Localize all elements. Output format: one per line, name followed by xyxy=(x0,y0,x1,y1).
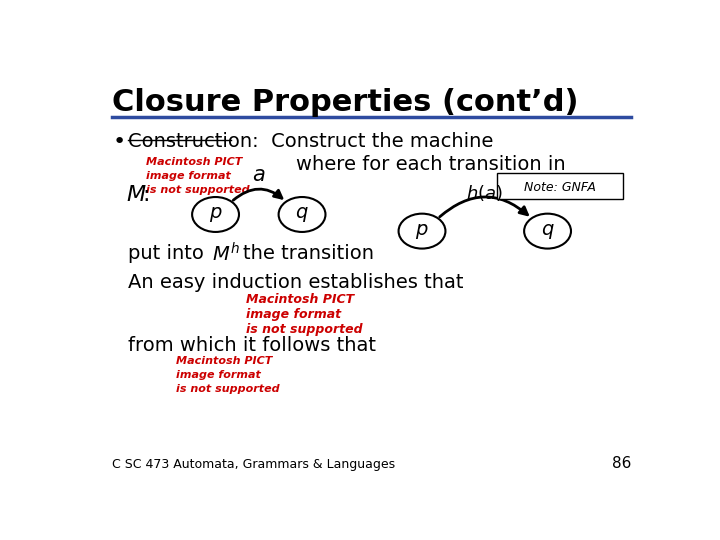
Text: put into: put into xyxy=(128,244,210,262)
Text: C SC 473 Automata, Grammars & Languages: C SC 473 Automata, Grammars & Languages xyxy=(112,458,395,471)
Text: $p$: $p$ xyxy=(415,221,429,241)
Text: is not supported: is not supported xyxy=(176,384,280,394)
FancyBboxPatch shape xyxy=(498,173,623,199)
Text: from which it follows that: from which it follows that xyxy=(128,336,376,355)
Text: image format: image format xyxy=(176,370,261,380)
Text: Macintosh PICT: Macintosh PICT xyxy=(246,293,354,306)
Text: image format: image format xyxy=(246,308,341,321)
Text: Closure Properties (cont’d): Closure Properties (cont’d) xyxy=(112,87,579,117)
Text: is not supported: is not supported xyxy=(145,185,249,195)
Circle shape xyxy=(279,197,325,232)
Text: $M\!\!:$: $M\!\!:$ xyxy=(126,185,150,205)
Text: $h(a)$: $h(a)$ xyxy=(467,183,503,203)
Text: An easy induction establishes that: An easy induction establishes that xyxy=(128,273,464,292)
Text: $q$: $q$ xyxy=(295,205,309,224)
Text: $M^h$: $M^h$ xyxy=(212,243,240,266)
FancyArrowPatch shape xyxy=(504,190,514,197)
Text: Macintosh PICT: Macintosh PICT xyxy=(145,157,242,167)
Text: 86: 86 xyxy=(612,456,631,471)
Text: $p$: $p$ xyxy=(209,205,222,224)
FancyArrowPatch shape xyxy=(233,189,282,200)
Circle shape xyxy=(192,197,239,232)
Text: $q$: $q$ xyxy=(541,221,554,241)
Circle shape xyxy=(524,214,571,248)
Text: Macintosh PICT: Macintosh PICT xyxy=(176,356,273,366)
Text: •: • xyxy=(112,132,125,152)
Text: Construction:  Construct the machine: Construction: Construct the machine xyxy=(128,132,493,151)
Text: Note: GNFA: Note: GNFA xyxy=(524,180,596,193)
FancyArrowPatch shape xyxy=(440,197,528,217)
Text: where for each transition in: where for each transition in xyxy=(297,154,566,174)
Circle shape xyxy=(399,214,446,248)
Text: $a$: $a$ xyxy=(252,165,266,185)
Text: is not supported: is not supported xyxy=(246,322,363,335)
Text: image format: image format xyxy=(145,171,230,181)
Text: the transition: the transition xyxy=(243,244,374,262)
